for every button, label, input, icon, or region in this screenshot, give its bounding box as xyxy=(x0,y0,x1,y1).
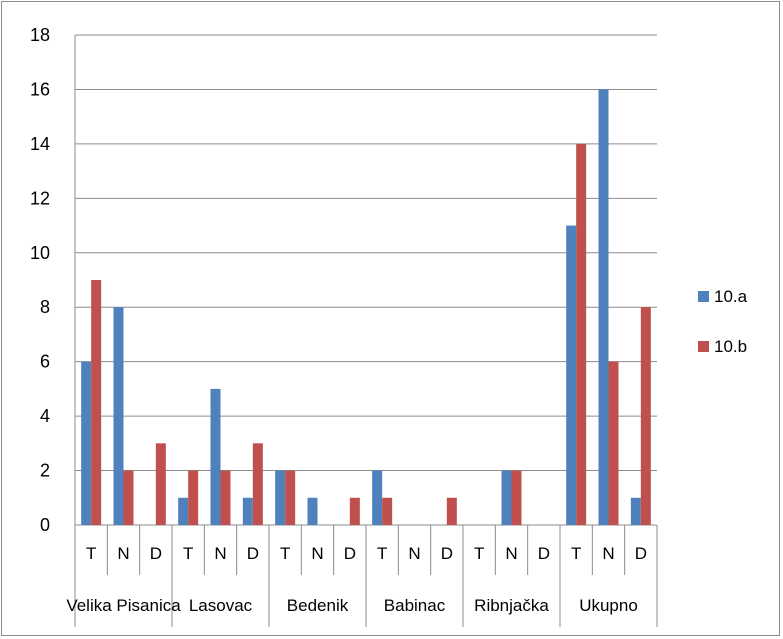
x-category-label: D xyxy=(441,544,453,563)
x-category-label: D xyxy=(150,544,162,563)
x-category-label: N xyxy=(311,544,323,563)
legend: 10.a 10.b xyxy=(698,287,748,356)
bar-10a xyxy=(372,470,383,525)
bars xyxy=(81,89,651,526)
bar-10a xyxy=(566,225,577,526)
bar-10a xyxy=(113,307,124,525)
y-tick-label: 14 xyxy=(30,134,50,154)
legend-swatch xyxy=(698,341,709,352)
x-category-label: D xyxy=(344,544,356,563)
x-group-label: Ukupno xyxy=(579,596,638,615)
bar-10a xyxy=(242,497,253,525)
legend-swatch xyxy=(698,291,709,302)
bar-10a xyxy=(501,470,512,525)
y-tick-label: 16 xyxy=(30,79,50,99)
bar-10b xyxy=(576,143,587,525)
bar-10b xyxy=(91,280,102,525)
gridlines xyxy=(75,34,657,526)
bar-10a xyxy=(598,89,609,525)
bar-10b xyxy=(446,497,457,525)
x-group-labels: Velika Pisanica Lasovac Bedenik Babinac Ribn… xyxy=(66,596,637,615)
x-group-label: Velika Pisanica xyxy=(66,596,181,615)
y-tick-label: 10 xyxy=(30,243,50,263)
y-tick-label: 4 xyxy=(40,406,50,426)
bar-10b xyxy=(155,443,166,525)
bar-10a xyxy=(275,470,286,525)
x-category-label: D xyxy=(247,544,259,563)
y-tick-label: 2 xyxy=(40,461,50,481)
x-category-label: N xyxy=(602,544,614,563)
bar-10a xyxy=(307,497,318,525)
bar-10a xyxy=(630,497,641,525)
y-tick-label: 8 xyxy=(40,297,50,317)
bar-10b xyxy=(382,497,393,525)
bar-10b xyxy=(608,361,619,525)
x-category-label: D xyxy=(538,544,550,563)
x-category-label: T xyxy=(377,544,387,563)
x-category-label: T xyxy=(474,544,484,563)
y-tick-labels: 0 2 4 6 8 10 12 14 16 18 xyxy=(30,25,50,535)
bar-10b xyxy=(123,470,134,525)
x-category-label: T xyxy=(280,544,290,563)
legend-label: 10.a xyxy=(714,287,748,306)
y-tick-label: 6 xyxy=(40,352,50,372)
x-category-label: D xyxy=(635,544,647,563)
bar-10a xyxy=(178,497,189,525)
x-category-label: T xyxy=(183,544,193,563)
bar-10a xyxy=(210,388,221,525)
y-tick-label: 12 xyxy=(30,188,50,208)
x-group-label: Babinac xyxy=(384,596,446,615)
x-category-label: N xyxy=(117,544,129,563)
bar-10b xyxy=(220,470,231,525)
x-category-label: T xyxy=(571,544,581,563)
legend-label: 10.b xyxy=(714,337,747,356)
bar-10b xyxy=(511,470,522,525)
y-tick-label: 18 xyxy=(30,25,50,45)
axes xyxy=(74,35,658,627)
x-group-label: Ribnjačka xyxy=(474,596,549,615)
y-tick-label: 0 xyxy=(40,515,50,535)
bar-10b xyxy=(188,470,199,525)
x-category-label: T xyxy=(86,544,96,563)
bar-10b xyxy=(349,497,360,525)
x-group-label: Bedenik xyxy=(287,596,349,615)
bar-10b xyxy=(640,307,651,525)
bar-10a xyxy=(81,361,92,525)
x-category-label: N xyxy=(505,544,517,563)
bar-10b xyxy=(252,443,263,525)
x-group-label: Lasovac xyxy=(189,596,253,615)
bar-10b xyxy=(285,470,296,525)
x-category-label: N xyxy=(408,544,420,563)
x-category-label: N xyxy=(214,544,226,563)
